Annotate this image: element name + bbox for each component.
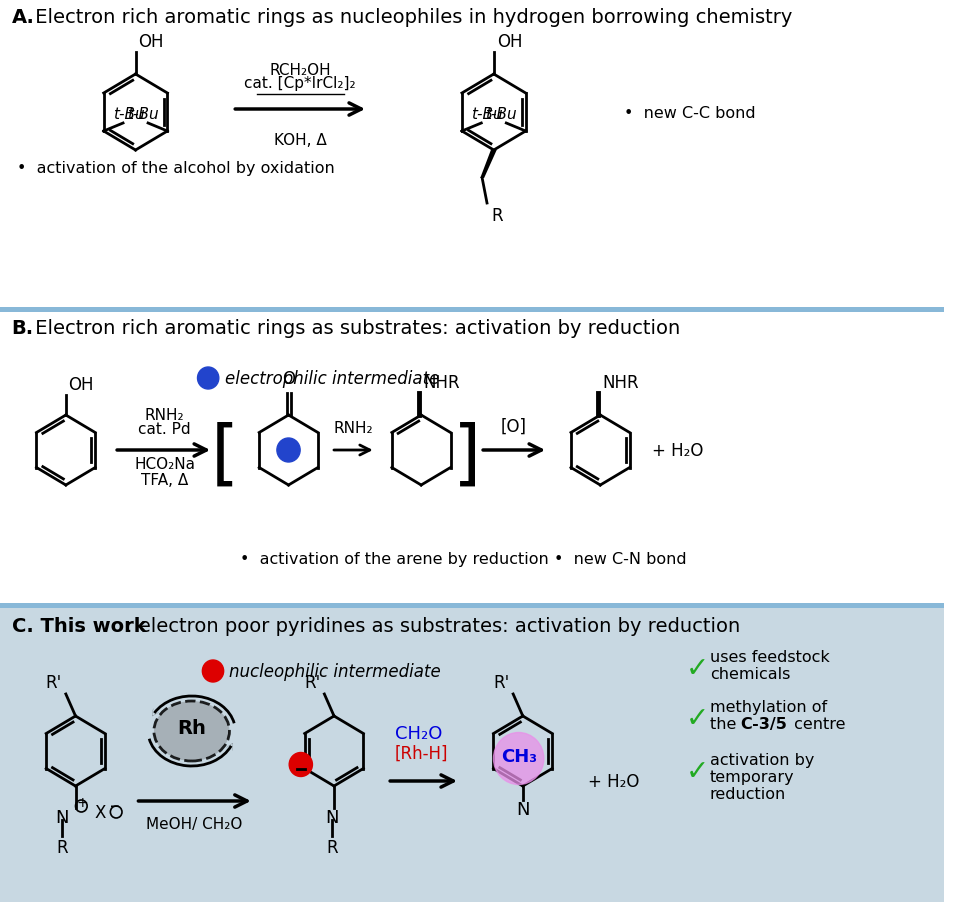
- Text: [Rh-H]: [Rh-H]: [395, 744, 448, 762]
- Text: N: N: [516, 800, 529, 818]
- Text: + H₂O: + H₂O: [651, 441, 703, 459]
- Text: ✓: ✓: [685, 704, 709, 732]
- Text: •  new C-C bond: • new C-C bond: [625, 106, 757, 120]
- Text: [O]: [O]: [501, 418, 527, 436]
- Text: + H₂O: + H₂O: [588, 772, 639, 790]
- Text: TFA, Δ: TFA, Δ: [141, 473, 188, 487]
- Text: RNH₂: RNH₂: [333, 420, 373, 436]
- Text: R: R: [491, 207, 503, 225]
- Circle shape: [290, 752, 312, 777]
- Text: nucleophilic intermediate: nucleophilic intermediate: [229, 662, 442, 680]
- Text: –: –: [110, 796, 120, 815]
- Text: centre: centre: [789, 716, 845, 732]
- Text: cat. Pd: cat. Pd: [138, 421, 191, 437]
- Text: R: R: [57, 838, 68, 856]
- Text: •  activation of the alcohol by oxidation: • activation of the alcohol by oxidation: [18, 161, 335, 176]
- Text: electrophilic intermediate: electrophilic intermediate: [224, 370, 439, 388]
- Text: cat. [Cp*IrCl₂]₂: cat. [Cp*IrCl₂]₂: [245, 76, 356, 91]
- Text: Rh: Rh: [177, 719, 206, 738]
- Circle shape: [198, 368, 218, 390]
- Text: +: +: [76, 796, 88, 809]
- Text: uses feedstock: uses feedstock: [710, 649, 830, 664]
- Ellipse shape: [154, 701, 229, 761]
- Text: OH: OH: [68, 375, 94, 393]
- Text: MeOH/ CH₂O: MeOH/ CH₂O: [146, 816, 243, 831]
- Text: HCO₂Na: HCO₂Na: [135, 456, 195, 472]
- Text: OH: OH: [496, 33, 523, 51]
- Text: R': R': [46, 673, 62, 691]
- Text: OH: OH: [138, 33, 164, 51]
- Text: [: [: [211, 421, 239, 490]
- Text: t-Bu: t-Bu: [471, 106, 502, 122]
- Text: ✓: ✓: [685, 654, 709, 682]
- Text: •  new C-N bond: • new C-N bond: [554, 551, 686, 566]
- Text: Electron rich aromatic rings as nucleophiles in hydrogen borrowing chemistry: Electron rich aromatic rings as nucleoph…: [29, 8, 793, 27]
- Text: ✓: ✓: [685, 757, 709, 785]
- Text: the: the: [710, 716, 741, 732]
- Text: Electron rich aromatic rings as substrates: activation by reduction: Electron rich aromatic rings as substrat…: [29, 318, 681, 337]
- Text: B.: B.: [12, 318, 34, 337]
- Text: •  activation of the arene by reduction: • activation of the arene by reduction: [240, 551, 549, 566]
- Text: O: O: [282, 370, 295, 388]
- Bar: [0, 603, 944, 608]
- Text: R: R: [327, 838, 338, 856]
- Text: KOH, Δ: KOH, Δ: [274, 133, 327, 148]
- Text: A.: A.: [12, 8, 34, 27]
- Text: NHR: NHR: [603, 373, 639, 391]
- Circle shape: [493, 732, 544, 785]
- Text: t-Bu: t-Bu: [112, 106, 144, 122]
- Text: RCH₂OH: RCH₂OH: [269, 63, 331, 78]
- Text: RNH₂: RNH₂: [144, 408, 184, 422]
- Text: NHR: NHR: [423, 373, 460, 391]
- Circle shape: [203, 660, 223, 682]
- Text: R': R': [493, 673, 509, 691]
- Text: C-3/5: C-3/5: [741, 716, 788, 732]
- Text: : electron poor pyridines as substrates: activation by reduction: : electron poor pyridines as substrates:…: [126, 616, 740, 635]
- Text: X: X: [95, 803, 106, 821]
- Text: CH₃: CH₃: [500, 748, 536, 766]
- Text: CH₂O: CH₂O: [395, 724, 443, 742]
- Text: activation by: activation by: [710, 752, 814, 767]
- Text: temporary: temporary: [710, 769, 795, 784]
- Polygon shape: [481, 151, 496, 179]
- Circle shape: [277, 438, 300, 463]
- Text: t-Bu: t-Bu: [127, 106, 159, 122]
- Text: ]: ]: [452, 421, 481, 490]
- Text: reduction: reduction: [710, 787, 786, 801]
- Text: N: N: [326, 808, 339, 826]
- Text: N: N: [56, 808, 68, 826]
- Text: chemicals: chemicals: [710, 667, 790, 681]
- Bar: [0, 608, 944, 902]
- Text: t-Bu: t-Bu: [486, 106, 517, 122]
- Text: R': R': [304, 673, 321, 691]
- Text: C. This work: C. This work: [12, 616, 146, 635]
- Text: methylation of: methylation of: [710, 699, 827, 714]
- Bar: [0, 308, 944, 313]
